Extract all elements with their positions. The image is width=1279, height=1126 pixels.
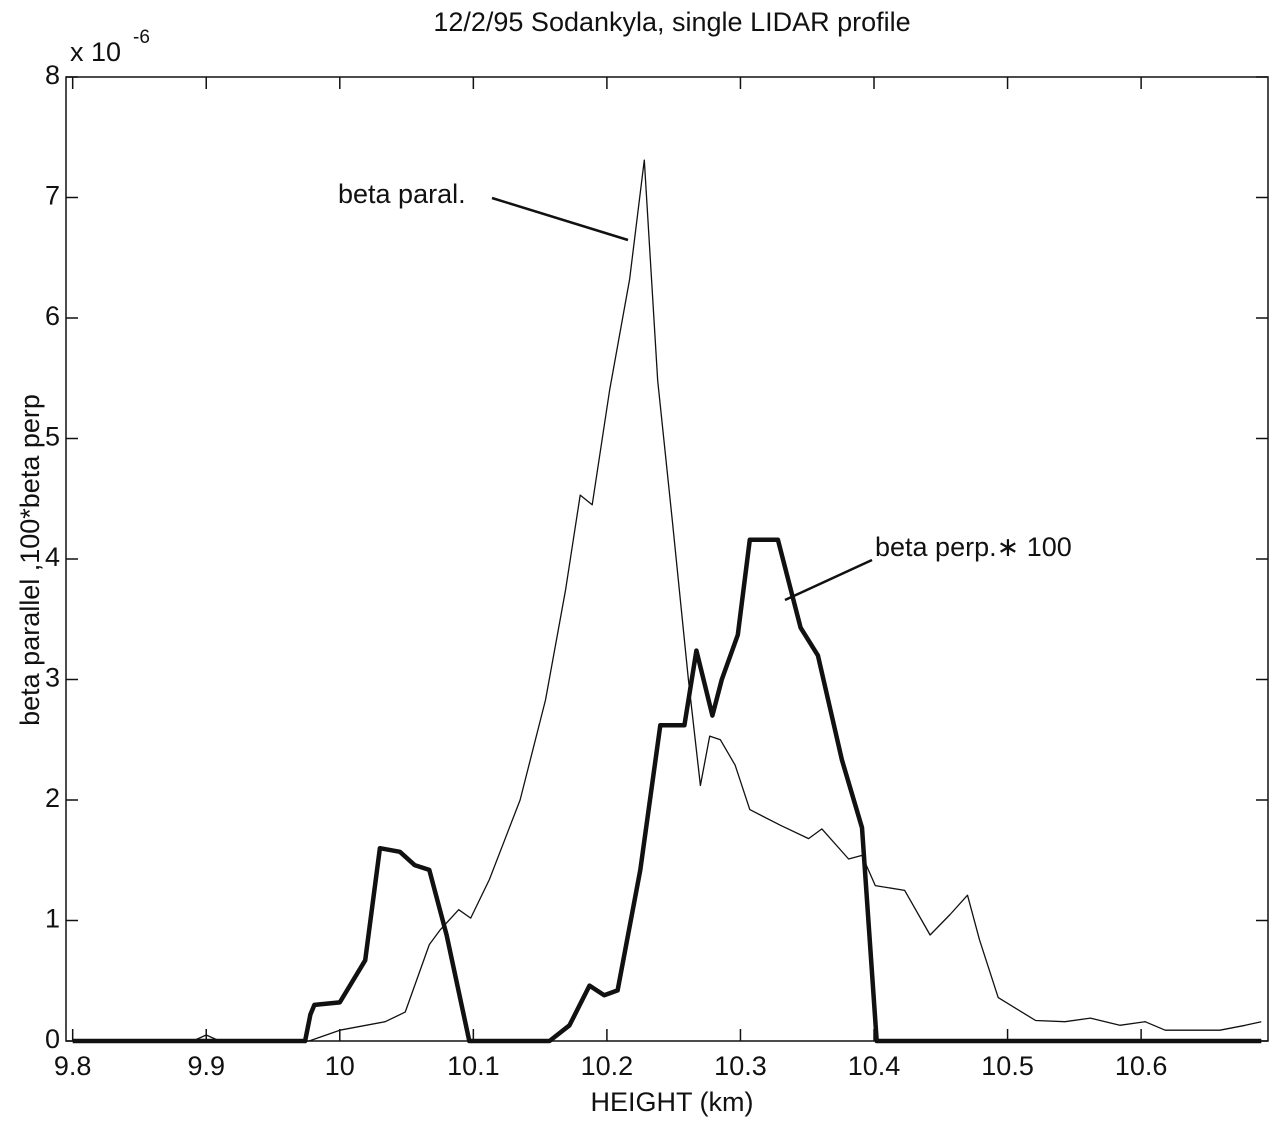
chart-title: 12/2/95 Sodankyla, single LIDAR profile [433, 7, 910, 37]
annotation-leader [784, 558, 873, 602]
data-line [72, 537, 1262, 1044]
x-tick-label: 9.9 [187, 1051, 225, 1081]
axis-multiplier: x 10 [70, 37, 121, 67]
y-tick-label: 1 [45, 904, 60, 934]
annotation-leader [491, 196, 629, 242]
x-tick-label: 10 [325, 1051, 355, 1081]
annotation-label: beta paral. [338, 179, 466, 209]
y-tick-label: 4 [45, 542, 60, 572]
x-tick-label: 10.6 [1115, 1051, 1168, 1081]
x-tick-label: 9.8 [54, 1051, 92, 1081]
annotation-label: beta perp.∗ 100 [875, 532, 1072, 562]
y-tick-label: 2 [45, 783, 60, 813]
x-tick-label: 10.3 [714, 1051, 767, 1081]
y-axis-label: beta parallel ,100*beta perp [15, 394, 45, 726]
y-tick-label: 8 [45, 60, 60, 90]
plot-frame [65, 76, 1269, 1042]
y-tick-label: 5 [45, 422, 60, 452]
x-tick-label: 10.5 [981, 1051, 1034, 1081]
y-tick-label: 3 [45, 663, 60, 693]
y-tick-label: 6 [45, 301, 60, 331]
y-tick-label: 7 [45, 181, 60, 211]
y-tick-label: 0 [45, 1024, 60, 1054]
x-tick-label: 10.1 [447, 1051, 500, 1081]
axis-multiplier-exponent: -6 [133, 27, 150, 48]
x-tick-label: 10.2 [581, 1051, 634, 1081]
data-line [72, 159, 1262, 1042]
x-tick-label: 10.4 [848, 1051, 901, 1081]
x-axis-label: HEIGHT (km) [591, 1087, 754, 1117]
